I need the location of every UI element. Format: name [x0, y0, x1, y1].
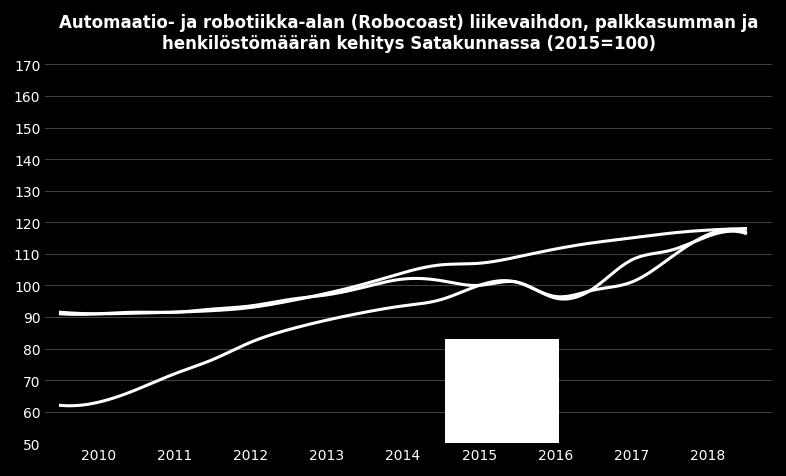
Bar — [445, 339, 559, 443]
Title: Automaatio- ja robotiikka-alan (Robocoast) liikevaihdon, palkkasumman ja
henkilö: Automaatio- ja robotiikka-alan (Robocoas… — [59, 14, 758, 52]
